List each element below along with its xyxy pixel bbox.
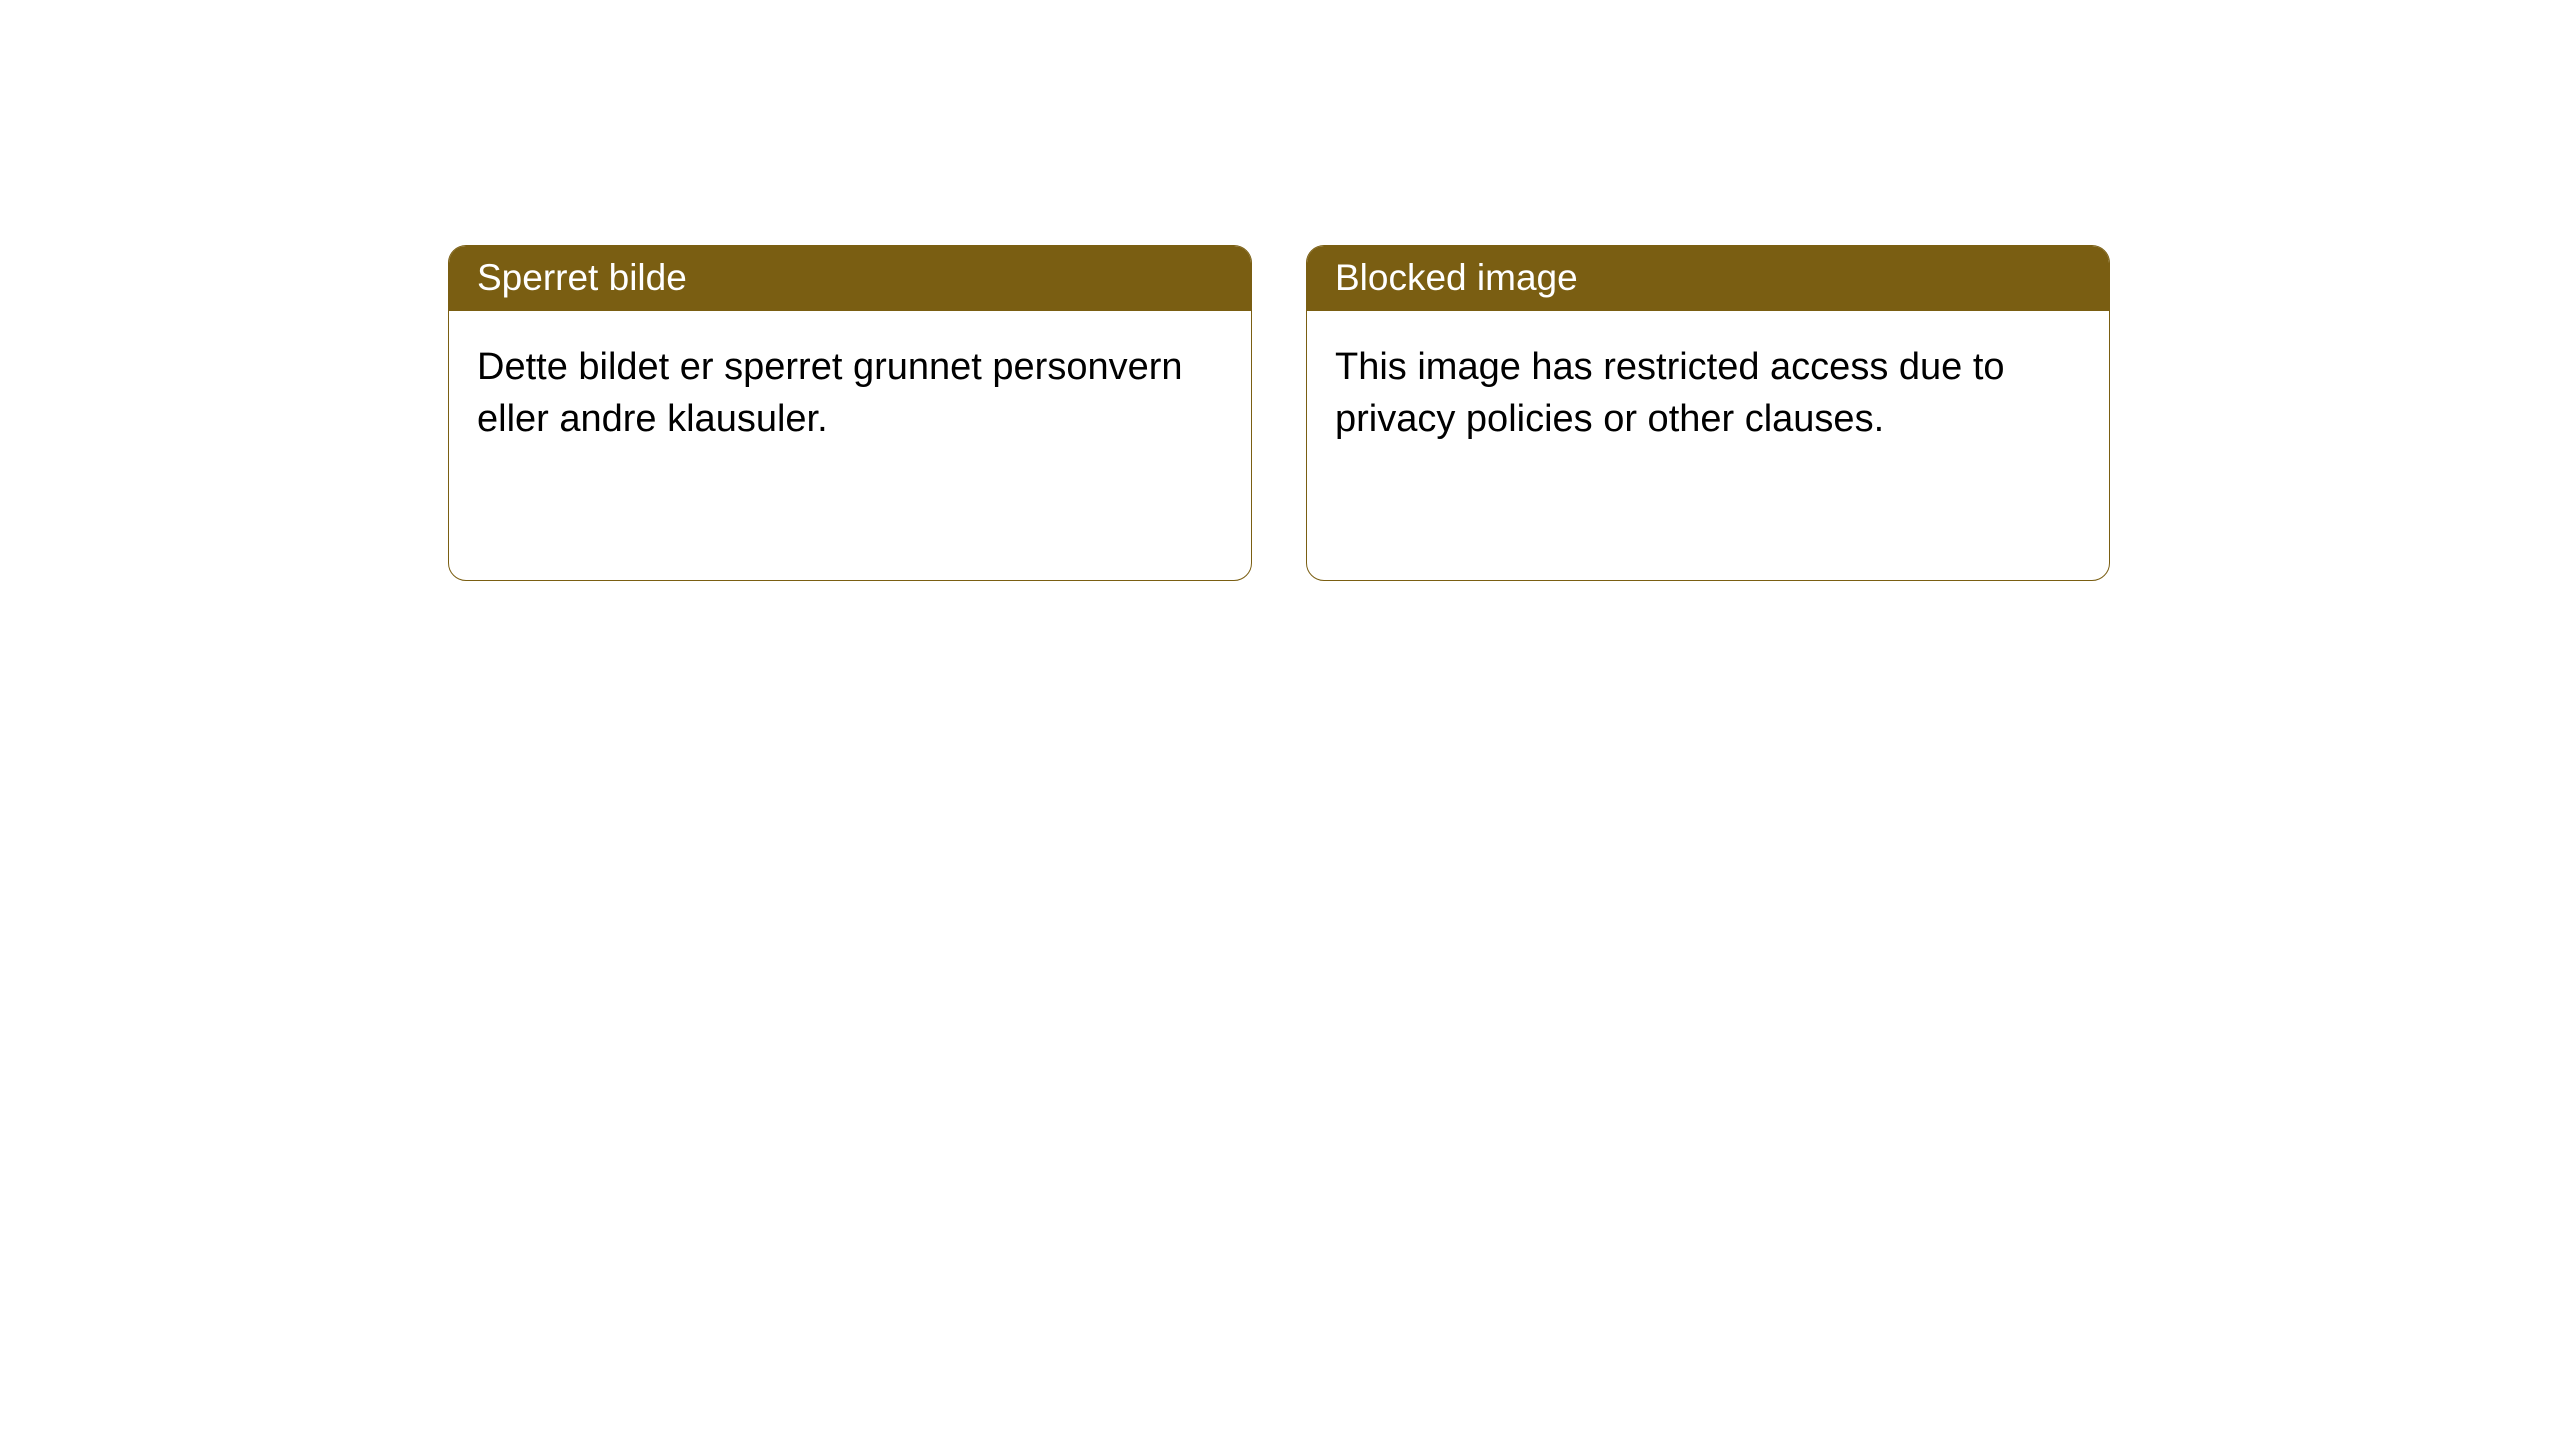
notice-body-text: This image has restricted access due to … [1335,346,2005,440]
notice-header: Sperret bilde [449,246,1251,311]
notice-body-text: Dette bildet er sperret grunnet personve… [477,346,1183,440]
notice-title: Blocked image [1335,257,1578,298]
notice-card-english: Blocked image This image has restricted … [1306,245,2110,581]
notice-body: This image has restricted access due to … [1307,311,2109,471]
notice-container: Sperret bilde Dette bildet er sperret gr… [0,0,2560,581]
notice-title: Sperret bilde [477,257,687,298]
notice-card-norwegian: Sperret bilde Dette bildet er sperret gr… [448,245,1252,581]
notice-header: Blocked image [1307,246,2109,311]
notice-body: Dette bildet er sperret grunnet personve… [449,311,1251,471]
